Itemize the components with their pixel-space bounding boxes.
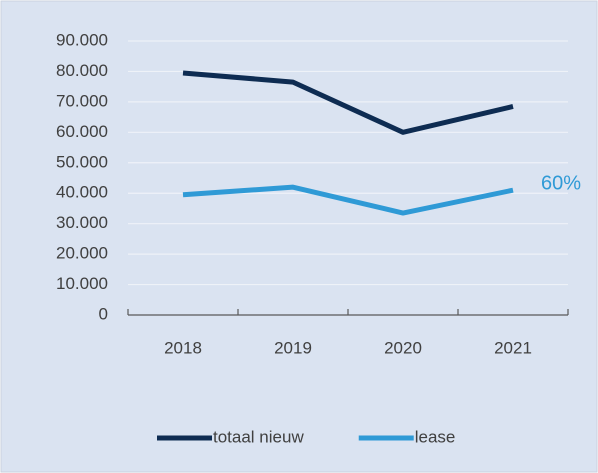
y-tick-label: 70.000 [56, 91, 108, 110]
y-tick-label: 30.000 [56, 213, 108, 232]
y-tick-label: 10.000 [56, 274, 108, 293]
series-line [182, 70, 514, 135]
y-tick-label: 50.000 [56, 152, 108, 171]
x-tick-label: 2018 [164, 338, 202, 357]
annotation: 60% [541, 172, 581, 194]
legend-label: totaal nieuw [213, 427, 304, 446]
x-tick-label: 2019 [274, 338, 312, 357]
x-tick-label: 2020 [384, 338, 422, 357]
y-tick-label: 60.000 [56, 122, 108, 141]
series-line [182, 184, 514, 216]
y-tick-label: 0 [99, 304, 108, 323]
y-tick-label: 80.000 [56, 61, 108, 80]
x-tick-label: 2021 [494, 338, 532, 357]
y-tick-label: 40.000 [56, 183, 108, 202]
legend-label: lease [415, 427, 456, 446]
y-tick-label: 90.000 [56, 30, 108, 49]
y-tick-label: 20.000 [56, 244, 108, 263]
